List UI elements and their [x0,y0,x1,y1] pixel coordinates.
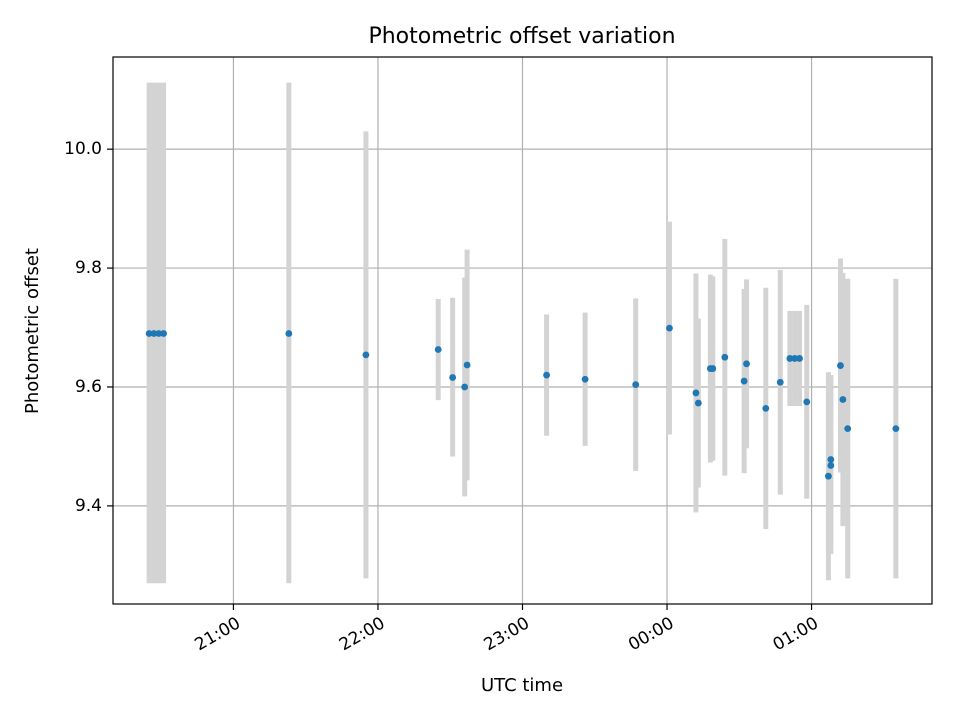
data-point [776,378,784,386]
data-point [449,374,457,381]
data-point [721,353,729,361]
data-point [827,456,835,463]
x-tick-label: 22:00 [336,613,388,655]
data-point [827,462,835,469]
data-point [839,396,847,403]
x-tick-label: 00:00 [625,613,677,655]
y-axis: 9.4 9.6 9.8 10.0 [64,139,113,516]
chart-title: Photometric offset variation [368,24,675,49]
y-tick-label: 10.0 [64,139,102,159]
data-point [892,425,900,433]
data-point [434,346,442,353]
y-axis-label: Photometric offset [22,248,43,414]
data-points [145,324,900,480]
data-point [150,330,158,337]
data-point [709,365,717,372]
data-point [825,472,832,480]
data-point [543,371,550,379]
data-point [145,330,153,337]
data-point [160,330,167,337]
y-tick-label: 9.4 [75,496,102,516]
data-point [155,330,163,337]
data-point [632,381,640,389]
y-tick-label: 9.8 [75,258,102,278]
data-point [694,399,702,407]
data-point [581,375,589,383]
data-point [362,351,370,359]
data-point [743,360,750,368]
data-point [666,324,673,332]
data-point [791,355,799,362]
data-point [803,398,811,406]
x-tick-label: 01:00 [770,613,822,655]
data-point [762,404,770,412]
data-point [740,377,748,385]
data-point [844,425,852,433]
x-axis: 21:00 22:00 23:00 00:00 01:00 [192,604,822,655]
data-point [461,383,469,391]
data-point [285,330,293,337]
x-axis-label: UTC time [481,675,563,696]
data-point [837,362,844,369]
data-point [692,389,700,397]
grid [113,57,932,604]
x-tick-label: 21:00 [192,613,244,655]
y-tick-label: 9.6 [75,377,102,397]
data-point [786,355,794,362]
data-point [463,361,471,369]
data-point [796,355,803,362]
x-tick-label: 23:00 [481,613,533,655]
